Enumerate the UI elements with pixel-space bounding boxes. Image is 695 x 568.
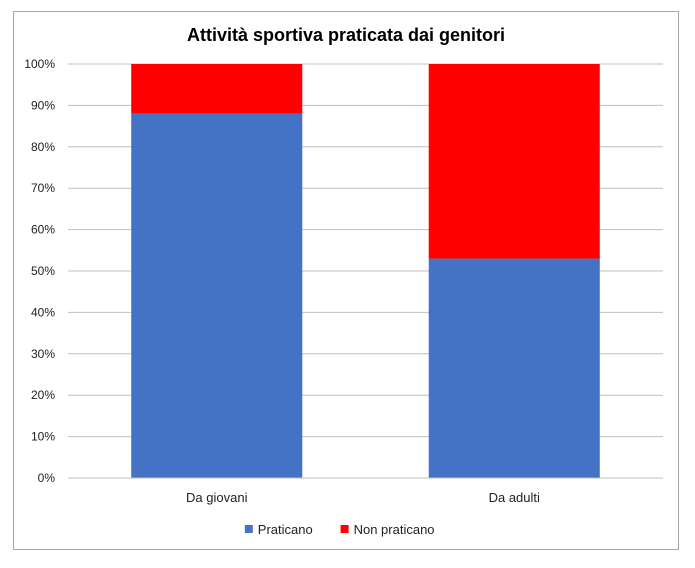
x-axis: Da giovani Da adulti — [68, 477, 663, 505]
bar-non-praticano-1 — [428, 64, 600, 259]
legend-swatch-non-praticano — [340, 525, 349, 533]
bar-praticano-0 — [131, 113, 303, 479]
legend-label-non-praticano: Non praticano — [354, 522, 435, 537]
legend-swatch-praticano — [244, 525, 253, 533]
y-tick-label: 50% — [31, 264, 55, 278]
y-tick-label: 10% — [31, 430, 55, 444]
bar-praticano-1 — [428, 258, 600, 478]
y-tick-label: 70% — [31, 181, 55, 195]
chart-title: Attività sportiva praticata dai genitori — [187, 25, 505, 45]
y-tick-label: 60% — [31, 223, 55, 237]
y-tick-label: 100% — [24, 57, 55, 71]
bar-non-praticano-0 — [131, 64, 303, 114]
bars — [131, 64, 600, 479]
y-axis: 0% 10% 20% 30% 40% 50% 60% 70% 80% 90% 100% — [24, 57, 55, 485]
legend: Praticano Non praticano — [244, 522, 435, 537]
y-tick-label: 20% — [31, 388, 55, 402]
y-tick-label: 40% — [31, 305, 55, 319]
legend-label-praticano: Praticano — [258, 522, 313, 537]
y-tick-label: 90% — [31, 98, 55, 112]
x-category-label: Da adulti — [489, 490, 540, 505]
y-tick-label: 0% — [38, 471, 56, 485]
x-category-label: Da giovani — [186, 490, 248, 505]
y-tick-label: 30% — [31, 347, 55, 361]
y-tick-label: 80% — [31, 140, 55, 154]
